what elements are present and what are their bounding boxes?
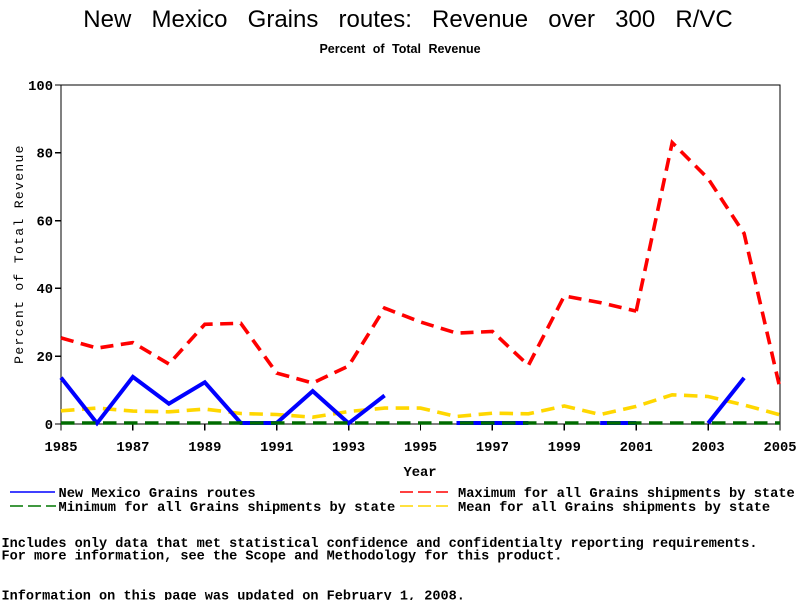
svg-text:60: 60 (36, 215, 53, 230)
svg-text:Year: Year (403, 466, 436, 481)
svg-text:100: 100 (28, 80, 53, 95)
svg-text:0: 0 (45, 419, 53, 434)
svg-text:Mean for all Grains shipments: Mean for all Grains shipments by state (458, 501, 770, 516)
svg-text:40: 40 (36, 283, 53, 298)
svg-text:1989: 1989 (188, 441, 221, 456)
svg-text:20: 20 (36, 351, 53, 366)
svg-text:Includes only data that met st: Includes only data that met statistical … (2, 537, 758, 552)
svg-text:1999: 1999 (548, 441, 581, 456)
svg-text:Minimum for all Grains shipmen: Minimum for all Grains shipments by stat… (59, 501, 396, 516)
svg-text:2005: 2005 (763, 441, 796, 456)
svg-text:1995: 1995 (404, 441, 437, 456)
svg-text:Percent of Total Revenue: Percent of Total Revenue (12, 144, 27, 364)
svg-text:1987: 1987 (116, 441, 149, 456)
svg-text:Information on this page was u: Information on this page was updated on … (2, 589, 465, 600)
svg-text:Maximum for all Grains shipmen: Maximum for all Grains shipments by stat… (458, 487, 795, 502)
svg-text:New Mexico Grains routes: New Mexico Grains routes (59, 487, 256, 502)
svg-text:1985: 1985 (44, 441, 77, 456)
svg-text:2001: 2001 (620, 441, 653, 456)
svg-text:For more information, see the: For more information, see the Scope and … (2, 550, 563, 565)
svg-text:2003: 2003 (692, 441, 725, 456)
svg-text:1991: 1991 (260, 441, 293, 456)
svg-text:1993: 1993 (332, 441, 365, 456)
svg-text:80: 80 (36, 148, 53, 163)
svg-text:1997: 1997 (476, 441, 509, 456)
